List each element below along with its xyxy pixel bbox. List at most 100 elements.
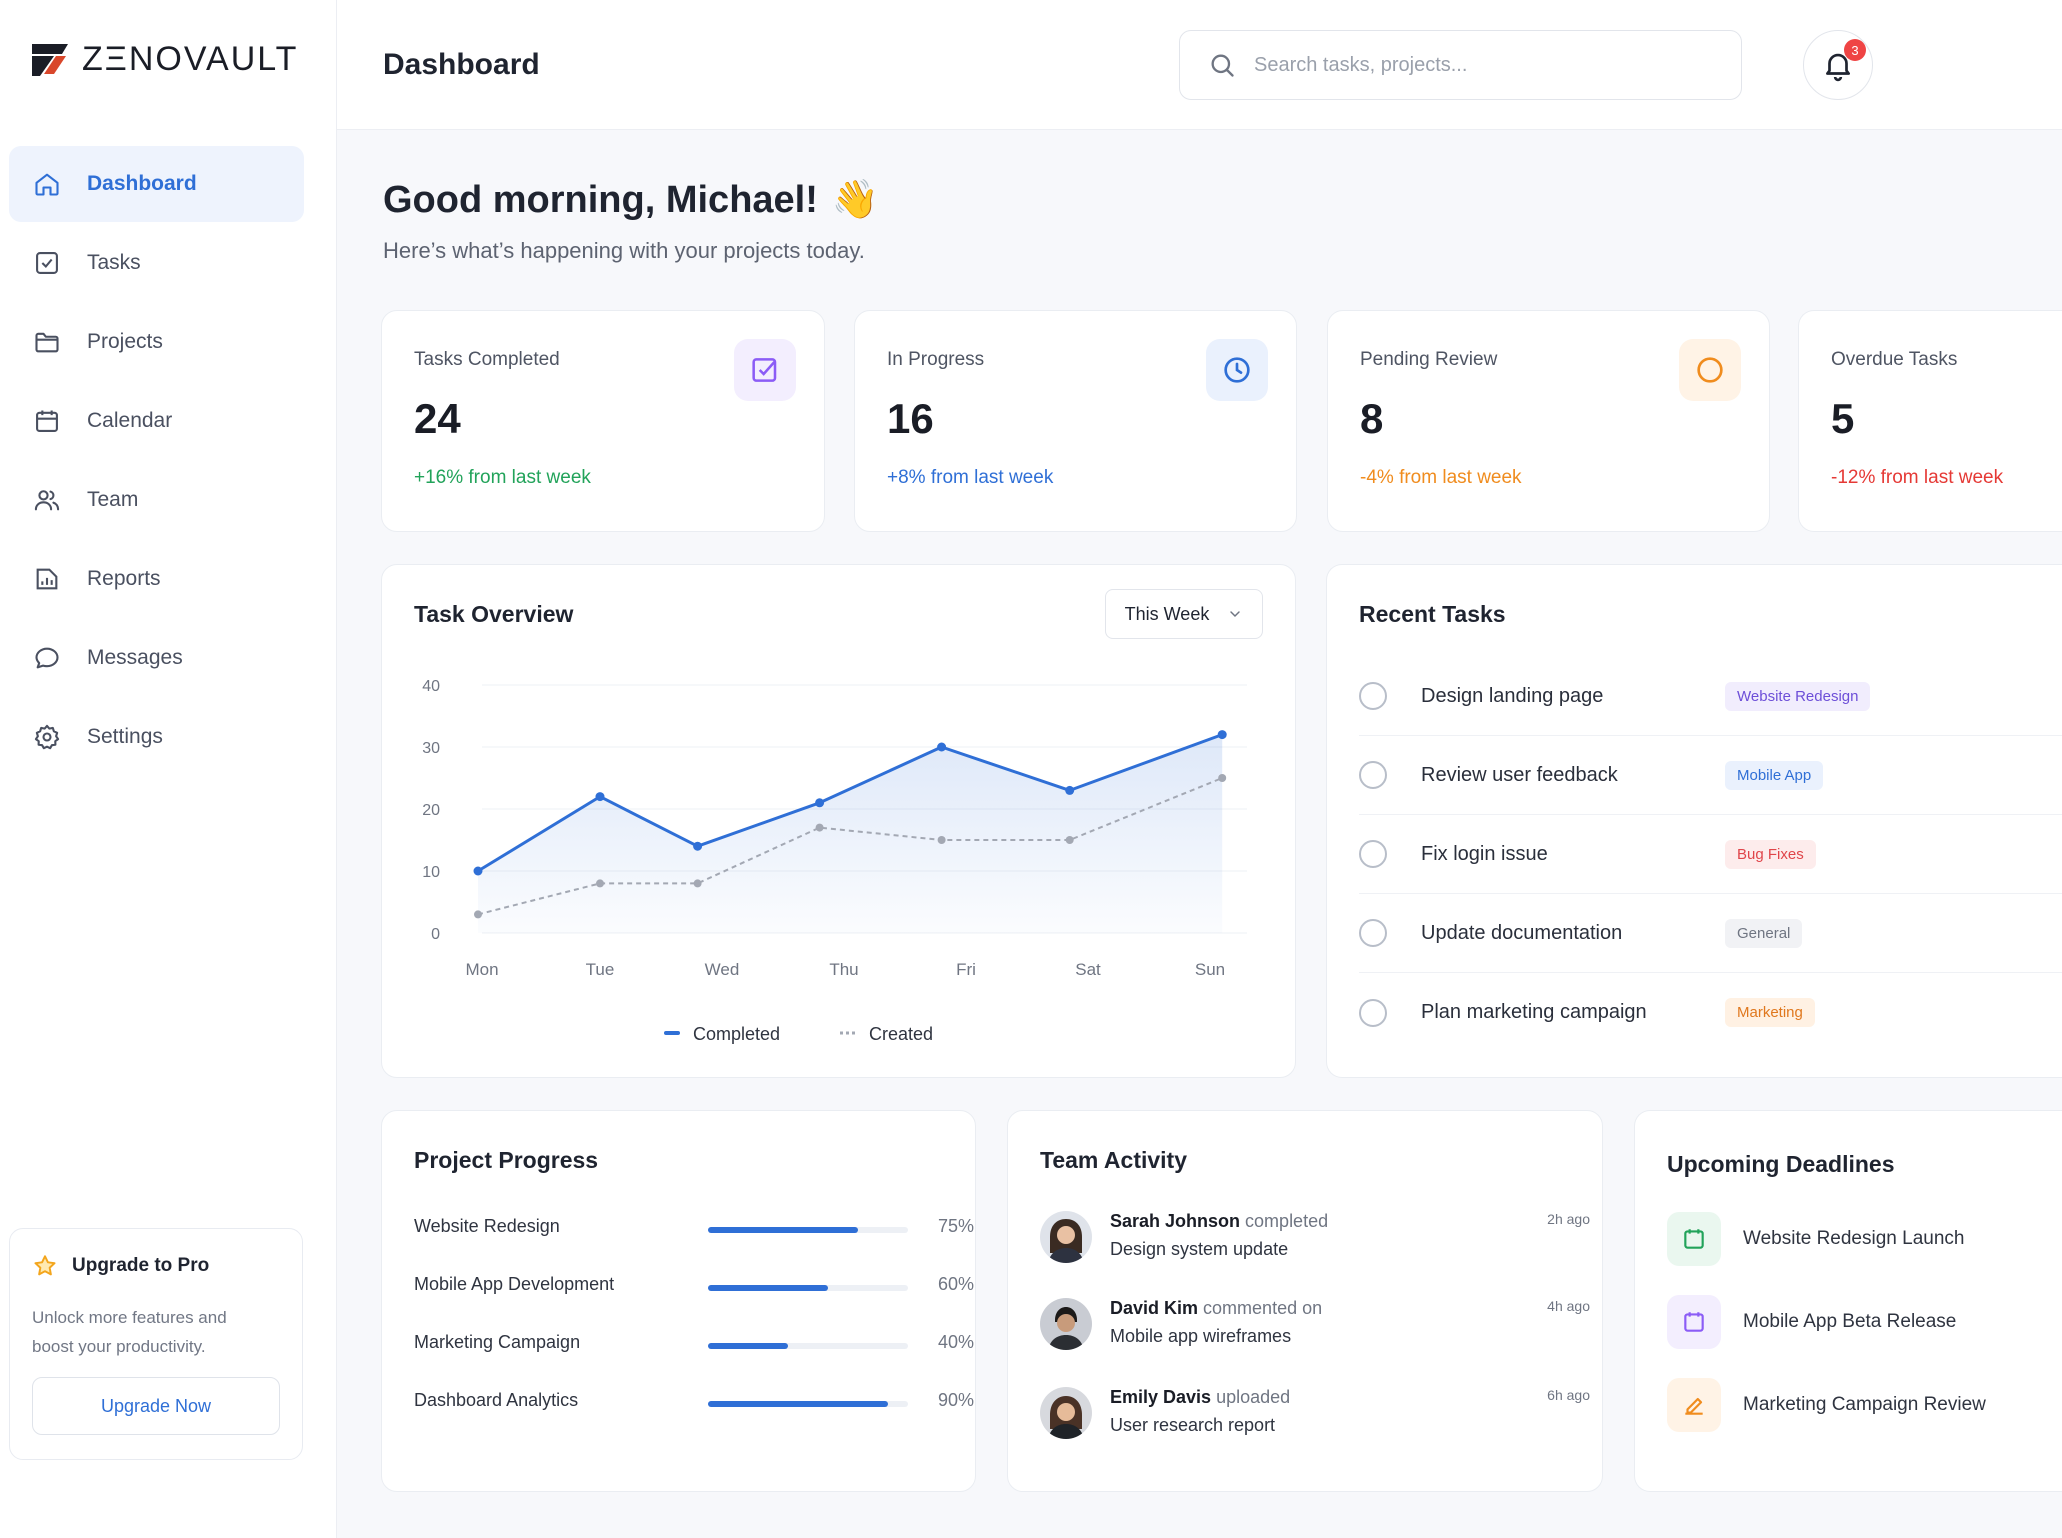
stat-label: In Progress: [887, 349, 985, 370]
team-activity-title: Team Activity: [1040, 1147, 1187, 1173]
stat-card-overdue-tasks[interactable]: Overdue Tasks 5 -12% from last week: [1798, 310, 2062, 532]
deadline-row[interactable]: Marketing Campaign Review: [1667, 1377, 2062, 1433]
deadline-row[interactable]: Mobile App Beta Release: [1667, 1294, 2062, 1350]
created-point: [474, 910, 482, 919]
activity-user: Emily Davis: [1110, 1387, 1212, 1407]
page-title: Dashboard: [383, 48, 540, 81]
stat-change: -12% from last week: [1831, 467, 2004, 488]
task-row[interactable]: Review user feedback Mobile App: [1359, 736, 2062, 815]
sidebar-item-reports[interactable]: Reports: [9, 541, 304, 617]
activity-row[interactable]: David Kim commented on Mobile app wirefr…: [1040, 1294, 1590, 1364]
y-tick-label: 0: [431, 926, 440, 943]
range-select[interactable]: This Week: [1105, 589, 1263, 639]
gear-icon: [34, 724, 60, 750]
stat-label: Overdue Tasks: [1831, 349, 1958, 370]
sidebar-item-team[interactable]: Team: [9, 462, 304, 538]
task-tag: Marketing: [1725, 998, 1815, 1027]
completed-point: [693, 841, 703, 851]
legend-completed-swatch: [664, 1031, 680, 1035]
progress-row: Dashboard Analytics 90%: [414, 1388, 974, 1418]
edit-icon: [1685, 1397, 1703, 1415]
task-row[interactable]: Fix login issue Bug Fixes: [1359, 815, 2062, 894]
progress-fill: [708, 1285, 828, 1291]
x-tick-label: Sun: [1195, 960, 1225, 979]
progress-percent: 90%: [937, 1390, 974, 1410]
sidebar-item-label: Projects: [87, 330, 163, 353]
sidebar-item-settings[interactable]: Settings: [9, 699, 304, 775]
task-row[interactable]: Design landing page Website Redesign: [1359, 657, 2062, 736]
deadline-name: Marketing Campaign Review: [1743, 1394, 1986, 1415]
progress-percent: 75%: [937, 1216, 974, 1236]
legend-completed-label: Completed: [693, 1024, 780, 1044]
deadline-icon-box: [1667, 1212, 1721, 1266]
sidebar-item-messages[interactable]: Messages: [9, 620, 304, 696]
sidebar: ZΞNOVAULT Dashboard Tasks Projects Calen…: [0, 0, 337, 1538]
created-point: [815, 823, 824, 832]
message-icon: [35, 647, 59, 669]
sidebar-item-calendar[interactable]: Calendar: [9, 383, 304, 459]
task-checkbox[interactable]: [1359, 840, 1387, 868]
task-name: Update documentation: [1421, 921, 1623, 944]
activity-verb: uploaded: [1216, 1387, 1291, 1407]
range-select-value: This Week: [1124, 603, 1210, 624]
progress-percent: 40%: [937, 1332, 974, 1352]
check-square-icon: [752, 358, 777, 382]
activity-text: Sarah Johnson completed Design system up…: [1110, 1207, 1328, 1263]
recent-tasks-title: Recent Tasks: [1359, 601, 1506, 627]
stat-icon-box: [734, 339, 796, 401]
task-checkbox[interactable]: [1359, 919, 1387, 947]
completed-point: [1217, 730, 1227, 740]
sidebar-item-dashboard[interactable]: Dashboard: [9, 146, 304, 222]
created-point: [1218, 774, 1227, 782]
task-checkbox[interactable]: [1359, 761, 1387, 789]
task-tag: General: [1725, 918, 1803, 948]
logo-mark-icon: [32, 43, 68, 76]
progress-row: Website Redesign 75%: [414, 1214, 974, 1244]
y-tick-label: 40: [422, 678, 440, 695]
bell-icon: [1826, 53, 1850, 82]
progress-name: Marketing Campaign: [414, 1332, 581, 1352]
completed-area: [478, 734, 1223, 933]
report-icon: [36, 568, 58, 590]
chevron-down-icon: [1230, 611, 1241, 618]
home-icon: [35, 173, 59, 196]
activity-object: User research report: [1110, 1415, 1276, 1435]
sidebar-item-projects[interactable]: Projects: [9, 304, 304, 380]
activity-row[interactable]: Emily Davis uploaded User research repor…: [1040, 1383, 1590, 1453]
activity-row[interactable]: Sarah Johnson completed Design system up…: [1040, 1207, 1590, 1277]
activity-text: Emily Davis uploaded User research repor…: [1110, 1383, 1290, 1439]
stat-card-pending-review[interactable]: Pending Review 8 -4% from last week: [1327, 310, 1770, 532]
x-tick-label: Mon: [465, 960, 498, 979]
task-checkbox[interactable]: [1359, 682, 1387, 710]
avatar: [1040, 1211, 1092, 1263]
search-box[interactable]: [1179, 30, 1742, 100]
search-input[interactable]: [1254, 53, 1724, 77]
activity-verb: commented on: [1203, 1298, 1323, 1318]
calendar-icon: [1684, 1229, 1704, 1249]
stat-label: Pending Review: [1360, 349, 1498, 370]
stat-card-in-progress[interactable]: In Progress 16 +8% from last week: [854, 310, 1297, 532]
checkbox-icon: [36, 252, 58, 274]
task-name: Review user feedback: [1421, 763, 1618, 786]
upgrade-now-button[interactable]: Upgrade Now: [32, 1377, 280, 1435]
notifications-button[interactable]: 3: [1803, 30, 1873, 100]
task-name: Plan marketing campaign: [1421, 1001, 1647, 1023]
sidebar-item-label: Settings: [87, 725, 163, 748]
deadline-row[interactable]: Website Redesign Launch: [1667, 1211, 2062, 1267]
task-checkbox[interactable]: [1359, 998, 1387, 1027]
sidebar-item-tasks[interactable]: Tasks: [9, 225, 304, 301]
task-row[interactable]: Plan marketing campaign Marketing: [1359, 973, 2062, 1052]
activity-verb: completed: [1245, 1211, 1329, 1231]
completed-point: [815, 798, 825, 808]
avatar-woman-icon: [1040, 1211, 1092, 1263]
progress-track: [708, 1285, 908, 1291]
sidebar-item-label: Calendar: [87, 409, 173, 432]
completed-point: [1065, 785, 1075, 795]
greeting-title: Good morning, Michael! 👋: [383, 178, 879, 222]
task-row[interactable]: Update documentation General: [1359, 894, 2062, 973]
completed-point: [595, 792, 605, 802]
stat-card-tasks-completed[interactable]: Tasks Completed 24 +16% from last week: [381, 310, 825, 532]
sidebar-item-label: Team: [87, 488, 139, 511]
avatar: [1040, 1387, 1092, 1439]
logo[interactable]: ZΞNOVAULT: [32, 40, 298, 79]
